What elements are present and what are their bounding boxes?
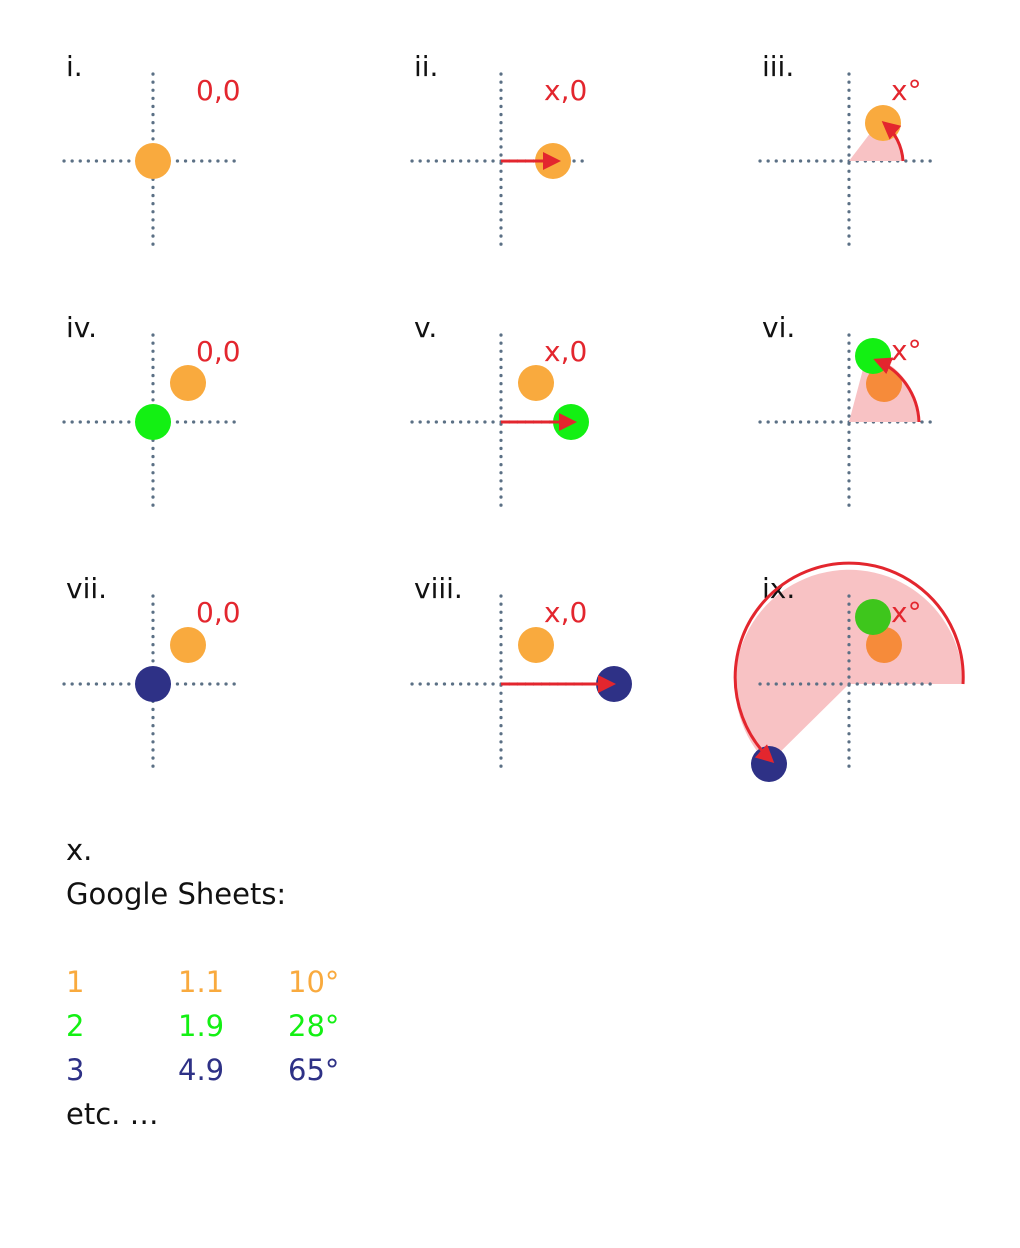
table-cell: 3 — [66, 1053, 85, 1087]
orange-dot — [518, 627, 554, 663]
panel-label: i. — [66, 50, 83, 83]
sheets-footer: etc. … — [66, 1097, 159, 1131]
coord-label: 0,0 — [196, 335, 241, 368]
table-row: 2 1.9 28° — [66, 1004, 666, 1048]
orange-dot — [135, 143, 171, 179]
orange-dot — [170, 365, 206, 401]
coord-label: x° — [891, 74, 922, 107]
panel-label: ii. — [414, 50, 438, 83]
navy-dot — [135, 666, 171, 702]
table-row: 1 1.1 10° — [66, 960, 666, 1004]
coord-label: 0,0 — [196, 74, 241, 107]
sheets-section: x. Google Sheets: 1 1.1 10° 2 1.9 28° 3 4.9 65° … — [66, 828, 666, 1136]
panel-viii: viii. x,0 — [410, 572, 632, 774]
diagram-canvas: i. 0,0 ii. x,0 iii. x° iv. 0,0 v. — [62, 50, 965, 782]
table-cell: 4.9 — [178, 1053, 225, 1087]
section-label: x. — [66, 833, 93, 867]
table-cell: 1.1 — [178, 965, 225, 999]
green-dot — [855, 599, 891, 635]
table-cell: 10° — [288, 965, 340, 999]
table-cell: 1.9 — [178, 1009, 225, 1043]
panel-label: vii. — [66, 572, 107, 605]
rotation-arrow — [873, 357, 921, 423]
sheets-heading: Google Sheets: — [66, 877, 287, 911]
panel-vi: vi. x° — [758, 311, 940, 513]
orange-dot — [866, 366, 902, 402]
panel-label: v. — [414, 311, 437, 344]
panel-ix: ix. x° — [733, 561, 965, 782]
orange-dot — [170, 627, 206, 663]
panel-ii: ii. x,0 — [410, 50, 592, 252]
coord-label: 0,0 — [196, 596, 241, 629]
coord-label: x° — [891, 334, 922, 367]
green-dot — [135, 404, 171, 440]
coord-label: x,0 — [544, 335, 587, 368]
orange-dot — [518, 365, 554, 401]
panel-label: vi. — [762, 311, 795, 344]
table-cell: 1 — [66, 965, 85, 999]
panel-label: viii. — [414, 572, 463, 605]
panel-iii: iii. x° — [758, 50, 940, 252]
rotation-arrow — [881, 121, 905, 162]
rotation-arrow — [733, 561, 965, 764]
panel-vii: vii. 0,0 — [62, 572, 244, 774]
table-row: 3 4.9 65° — [66, 1048, 666, 1092]
coord-label: x,0 — [544, 596, 587, 629]
orange-dot — [866, 627, 902, 663]
green-dot — [855, 338, 891, 374]
navy-dot — [751, 746, 787, 782]
table-cell: 28° — [288, 1009, 340, 1043]
coord-label: x° — [891, 596, 922, 629]
table-cell: 2 — [66, 1009, 85, 1043]
panel-iv: iv. 0,0 — [62, 311, 244, 513]
rotation-sector — [735, 569, 964, 764]
panel-label: iv. — [66, 311, 97, 344]
panel-i: i. 0,0 — [62, 50, 244, 252]
panel-label: iii. — [762, 50, 794, 83]
sheets-table: 1 1.1 10° 2 1.9 28° 3 4.9 65° — [66, 960, 666, 1092]
panel-v: v. x,0 — [410, 311, 592, 513]
table-cell: 65° — [288, 1053, 340, 1087]
coord-label: x,0 — [544, 74, 587, 107]
